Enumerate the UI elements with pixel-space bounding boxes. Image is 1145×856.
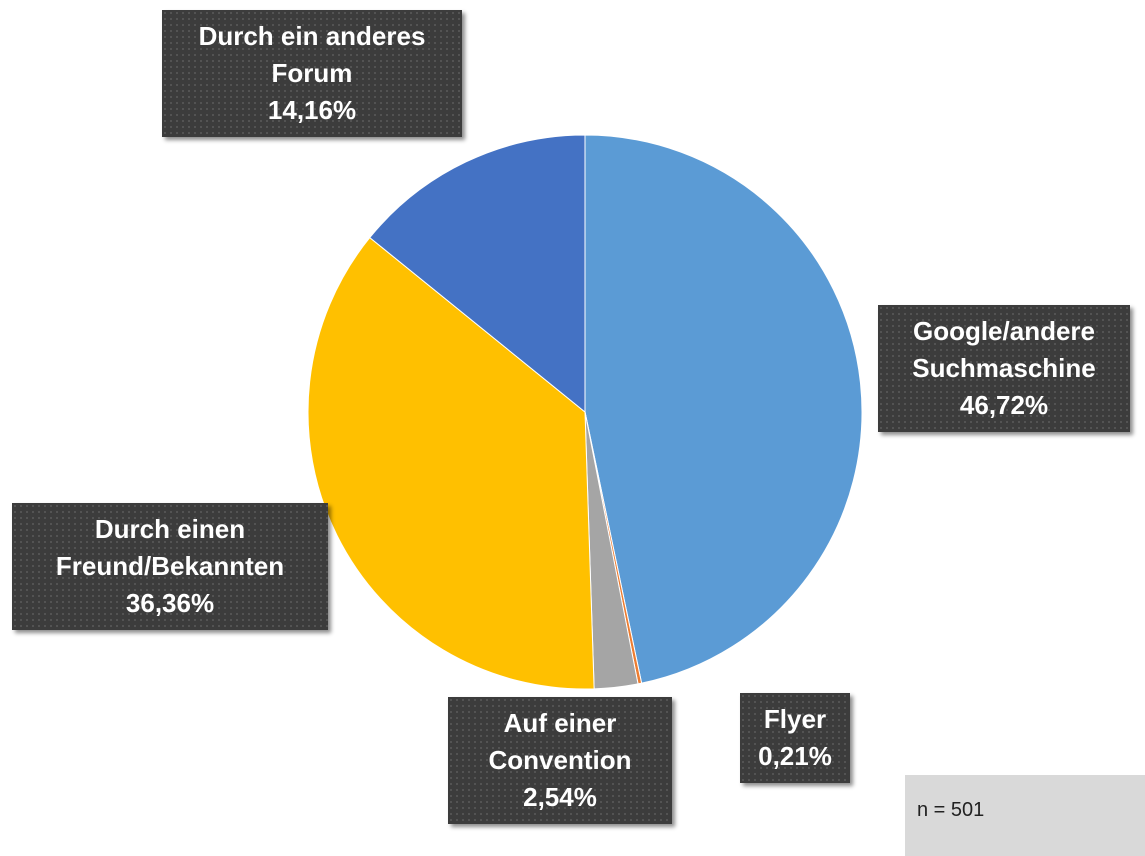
data-label: Google/andere Suchmaschine 46,72% <box>878 305 1130 432</box>
category-label: Durch ein anderes Forum <box>198 21 426 88</box>
data-label: Auf einer Convention 2,54% <box>448 697 672 824</box>
category-label: Flyer <box>763 704 827 734</box>
sample-size-note: n = 501 <box>905 775 1145 856</box>
pie-slice <box>369 134 586 414</box>
data-label: Durch einen Freund/Bekannten 36,36% <box>12 503 328 630</box>
value-label: 0,21% <box>758 741 832 771</box>
category-label: Auf einer Convention <box>488 708 632 775</box>
category-label: Google/andere Suchmaschine <box>912 316 1096 383</box>
value-label: 36,36% <box>125 588 215 618</box>
pie-slice <box>584 134 863 684</box>
pie-slice <box>307 236 595 690</box>
data-label: Durch ein anderes Forum 14,16% <box>162 10 462 137</box>
value-label: 14,16% <box>267 95 357 125</box>
data-label: Flyer 0,21% <box>740 693 850 783</box>
category-label: Durch einen Freund/Bekannten <box>55 514 285 581</box>
value-label: 2,54% <box>523 782 597 812</box>
value-label: 46,72% <box>959 390 1049 420</box>
